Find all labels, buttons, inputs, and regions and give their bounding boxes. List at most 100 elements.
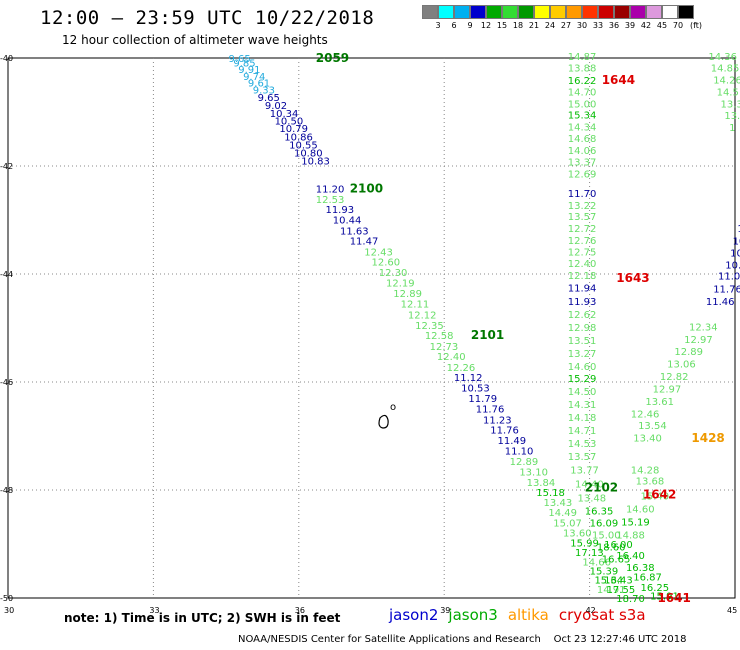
legend-labels: 3 6 9 12 15 18 21 24 27 30 33 36 39 42 45 70 (ft) [422,19,702,31]
wave-height-value: 12.26 [447,363,476,374]
wave-height-value: 11.00 [718,272,740,283]
wave-height-value: 12.62 [568,310,597,321]
wave-height-value: 14.91 [597,585,626,596]
wave-height-value: 16.38 [626,563,655,574]
time-stamp-label: 2101 [471,328,504,342]
legend-label: 24 [544,21,556,30]
legend-label: 6 [451,21,457,30]
wave-height-value: 14.60 [568,362,597,373]
legend-swatch [598,5,614,19]
y-tick-label: -46 [0,378,13,387]
wave-height-value: 13.51 [568,336,597,347]
legend-swatch [534,5,550,19]
time-stamp-label: 1641 [657,591,690,605]
wave-height-value: 11.76 [490,426,519,437]
time-stamp-label: 2059 [316,51,349,65]
time-stamp-label: 2102 [585,480,618,494]
x-tick-label: 45 [727,606,737,615]
wave-height-value: 15.91 [650,591,679,602]
wave-height-value: 12.43 [364,247,393,258]
legend-swatch [518,5,534,19]
wave-height-value: 15.19 [621,517,650,528]
wave-height-value: 13.37 [568,158,597,169]
wave-height-value: 12.11 [401,300,430,311]
wave-height-value: 11.70 [568,189,597,200]
y-tick-label: -50 [0,594,13,603]
island-outline [378,414,389,429]
wave-height-value: 11.76 [476,404,505,415]
legend-swatch [470,5,486,19]
wave-height-value: 10.80 [294,149,323,160]
wave-height-value: 14.31 [568,400,597,411]
wave-height-value: 10.4 [737,224,740,235]
wave-height-value: 13.77 [570,465,599,476]
legend-label: 45 [656,21,668,30]
legend-label: 3 [435,21,441,30]
wave-height-value: 11.46 [706,297,735,308]
wave-height-value: 13.22 [568,201,597,212]
wave-height-value: 14.68 [568,134,597,145]
legend-swatch [422,5,438,19]
wave-height-value: 18.70 [616,594,645,605]
wave-height-value: 12.76 [568,236,597,247]
legend-label: 39 [624,21,636,30]
wave-height-value: 14.71 [568,426,597,437]
wave-height-value: 11.94 [568,284,597,295]
wave-height-value: 12.12 [408,311,437,322]
y-tick-label: -40 [0,54,13,63]
wave-height-value: 14.50 [568,387,597,398]
wave-height-value: 10.34 [270,109,299,120]
wave-height-value: 14.26 [713,76,740,87]
legend-label: 70 [672,21,684,30]
wave-height-value: 13.06 [667,360,696,371]
time-stamp-label: 1428 [691,431,724,445]
wave-height-value: 9.65 [229,54,251,65]
note-text: note: 1) Time is in UTC; 2) SWH is in fe… [64,611,341,625]
wave-height-value: 14.40 [575,480,604,491]
wave-height-value: 1 [729,123,735,134]
wave-height-value: 12.18 [568,271,597,282]
wave-height-value: 10.50 [275,117,304,128]
wave-height-value: 13.48 [577,494,606,505]
wave-height-value: 13.40 [633,434,662,445]
wave-height-value: 9.61 [248,78,270,89]
wave-height-value: 15.34 [568,111,597,122]
wave-height-value: 14.53 [568,439,597,450]
wave-height-value: 16.25 [640,583,669,594]
wave-height-value: 14.85 [711,64,740,75]
x-tick-label: 33 [149,606,159,615]
wave-height-value: 13. [724,111,740,122]
wave-height-value: 9.33 [253,85,275,96]
legend-swatch [454,5,470,19]
wave-height-value: 12.89 [510,457,539,468]
wave-height-value: 10.79 [279,124,308,135]
wave-height-value: 13.43 [544,498,573,509]
wave-height-value: 11.79 [468,394,497,405]
wave-height-value: 12.97 [684,335,713,346]
wave-height-value: 13.3 [720,99,740,110]
legend-swatch [486,5,502,19]
wave-height-value: 11.93 [568,297,597,308]
time-stamp-label: 1644 [602,73,635,87]
wave-height-value: 13.57 [568,452,597,463]
footer-credit: NOAA/NESDIS Center for Satellite Applica… [238,634,687,645]
wave-height-value: 16.00 [604,540,633,551]
wave-height-value: 14.66 [582,557,611,568]
wave-height-value: 15.99 [570,538,599,549]
wave-height-value: 11.49 [498,436,527,447]
wave-height-value: 13.68 [636,476,665,487]
wave-height-value: 12.89 [393,289,422,300]
legend-swatch [646,5,662,19]
wave-height-value: 12.69 [568,170,597,181]
wave-height-value: 13.88 [568,64,597,75]
wave-height-value: 13.27 [568,349,597,360]
time-stamp-label: 1642 [643,487,676,501]
wave-height-value: 12.72 [568,224,597,235]
wave-height-value: 16.35 [585,507,614,518]
wave-height-value: 12.73 [430,342,459,353]
wave-height-value: 16.40 [616,551,645,562]
x-tick-label: 39 [440,606,450,615]
wave-height-value: 15.29 [568,374,597,385]
x-tick-label: 42 [586,606,596,615]
wave-height-value: 12.97 [653,384,682,395]
